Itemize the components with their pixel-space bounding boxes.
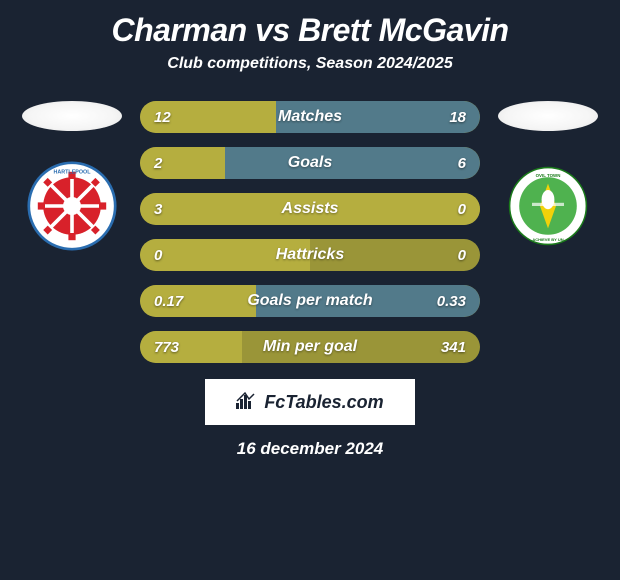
stat-value-right: 341 bbox=[441, 339, 466, 356]
svg-text:OVIL TOWN: OVIL TOWN bbox=[536, 173, 561, 178]
stat-label: Matches bbox=[140, 108, 480, 126]
page-title: Charman vs Brett McGavin bbox=[111, 12, 508, 49]
page-subtitle: Club competitions, Season 2024/2025 bbox=[167, 55, 452, 73]
stat-label: Goals per match bbox=[140, 292, 480, 310]
stats-column: 12 Matches 18 2 Goals 6 3 Assists 0 bbox=[140, 101, 480, 363]
comparison-card: Charman vs Brett McGavin Club competitio… bbox=[0, 0, 620, 459]
chart-icon bbox=[236, 391, 258, 414]
club-badge-left: HARTLEPOOL bbox=[27, 161, 117, 251]
player-photo-left bbox=[22, 101, 122, 131]
stat-bar-hattricks: 0 Hattricks 0 bbox=[140, 239, 480, 271]
svg-text:ACHIEVE BY UN: ACHIEVE BY UN bbox=[532, 237, 563, 242]
yeovil-badge-icon: OVIL TOWN ACHIEVE BY UN bbox=[508, 166, 588, 246]
date-text: 16 december 2024 bbox=[237, 439, 384, 459]
svg-text:HARTLEPOOL: HARTLEPOOL bbox=[53, 170, 91, 176]
stat-bar-mpg: 773 Min per goal 341 bbox=[140, 331, 480, 363]
right-column: OVIL TOWN ACHIEVE BY UN bbox=[498, 101, 598, 251]
brand-text: FcTables.com bbox=[264, 392, 383, 413]
stat-label: Goals bbox=[140, 154, 480, 172]
stat-label: Hattricks bbox=[140, 246, 480, 264]
stat-bar-assists: 3 Assists 0 bbox=[140, 193, 480, 225]
stat-value-right: 0.33 bbox=[437, 293, 466, 310]
stat-label: Assists bbox=[140, 200, 480, 218]
club-badge-right: OVIL TOWN ACHIEVE BY UN bbox=[503, 161, 593, 251]
stat-label: Min per goal bbox=[140, 338, 480, 356]
stat-value-right: 18 bbox=[449, 109, 466, 126]
left-column: HARTLEPOOL bbox=[22, 101, 122, 251]
stat-value-right: 0 bbox=[458, 201, 466, 218]
hartlepool-badge-icon: HARTLEPOOL bbox=[27, 161, 117, 251]
stat-value-right: 0 bbox=[458, 247, 466, 264]
stat-bar-goals: 2 Goals 6 bbox=[140, 147, 480, 179]
stat-value-right: 6 bbox=[458, 155, 466, 172]
stat-bar-gpm: 0.17 Goals per match 0.33 bbox=[140, 285, 480, 317]
stat-bar-matches: 12 Matches 18 bbox=[140, 101, 480, 133]
player-photo-right bbox=[498, 101, 598, 131]
brand-link[interactable]: FcTables.com bbox=[205, 379, 415, 425]
main-row: HARTLEPOOL 12 Matches 18 2 Goals 6 bbox=[0, 101, 620, 363]
